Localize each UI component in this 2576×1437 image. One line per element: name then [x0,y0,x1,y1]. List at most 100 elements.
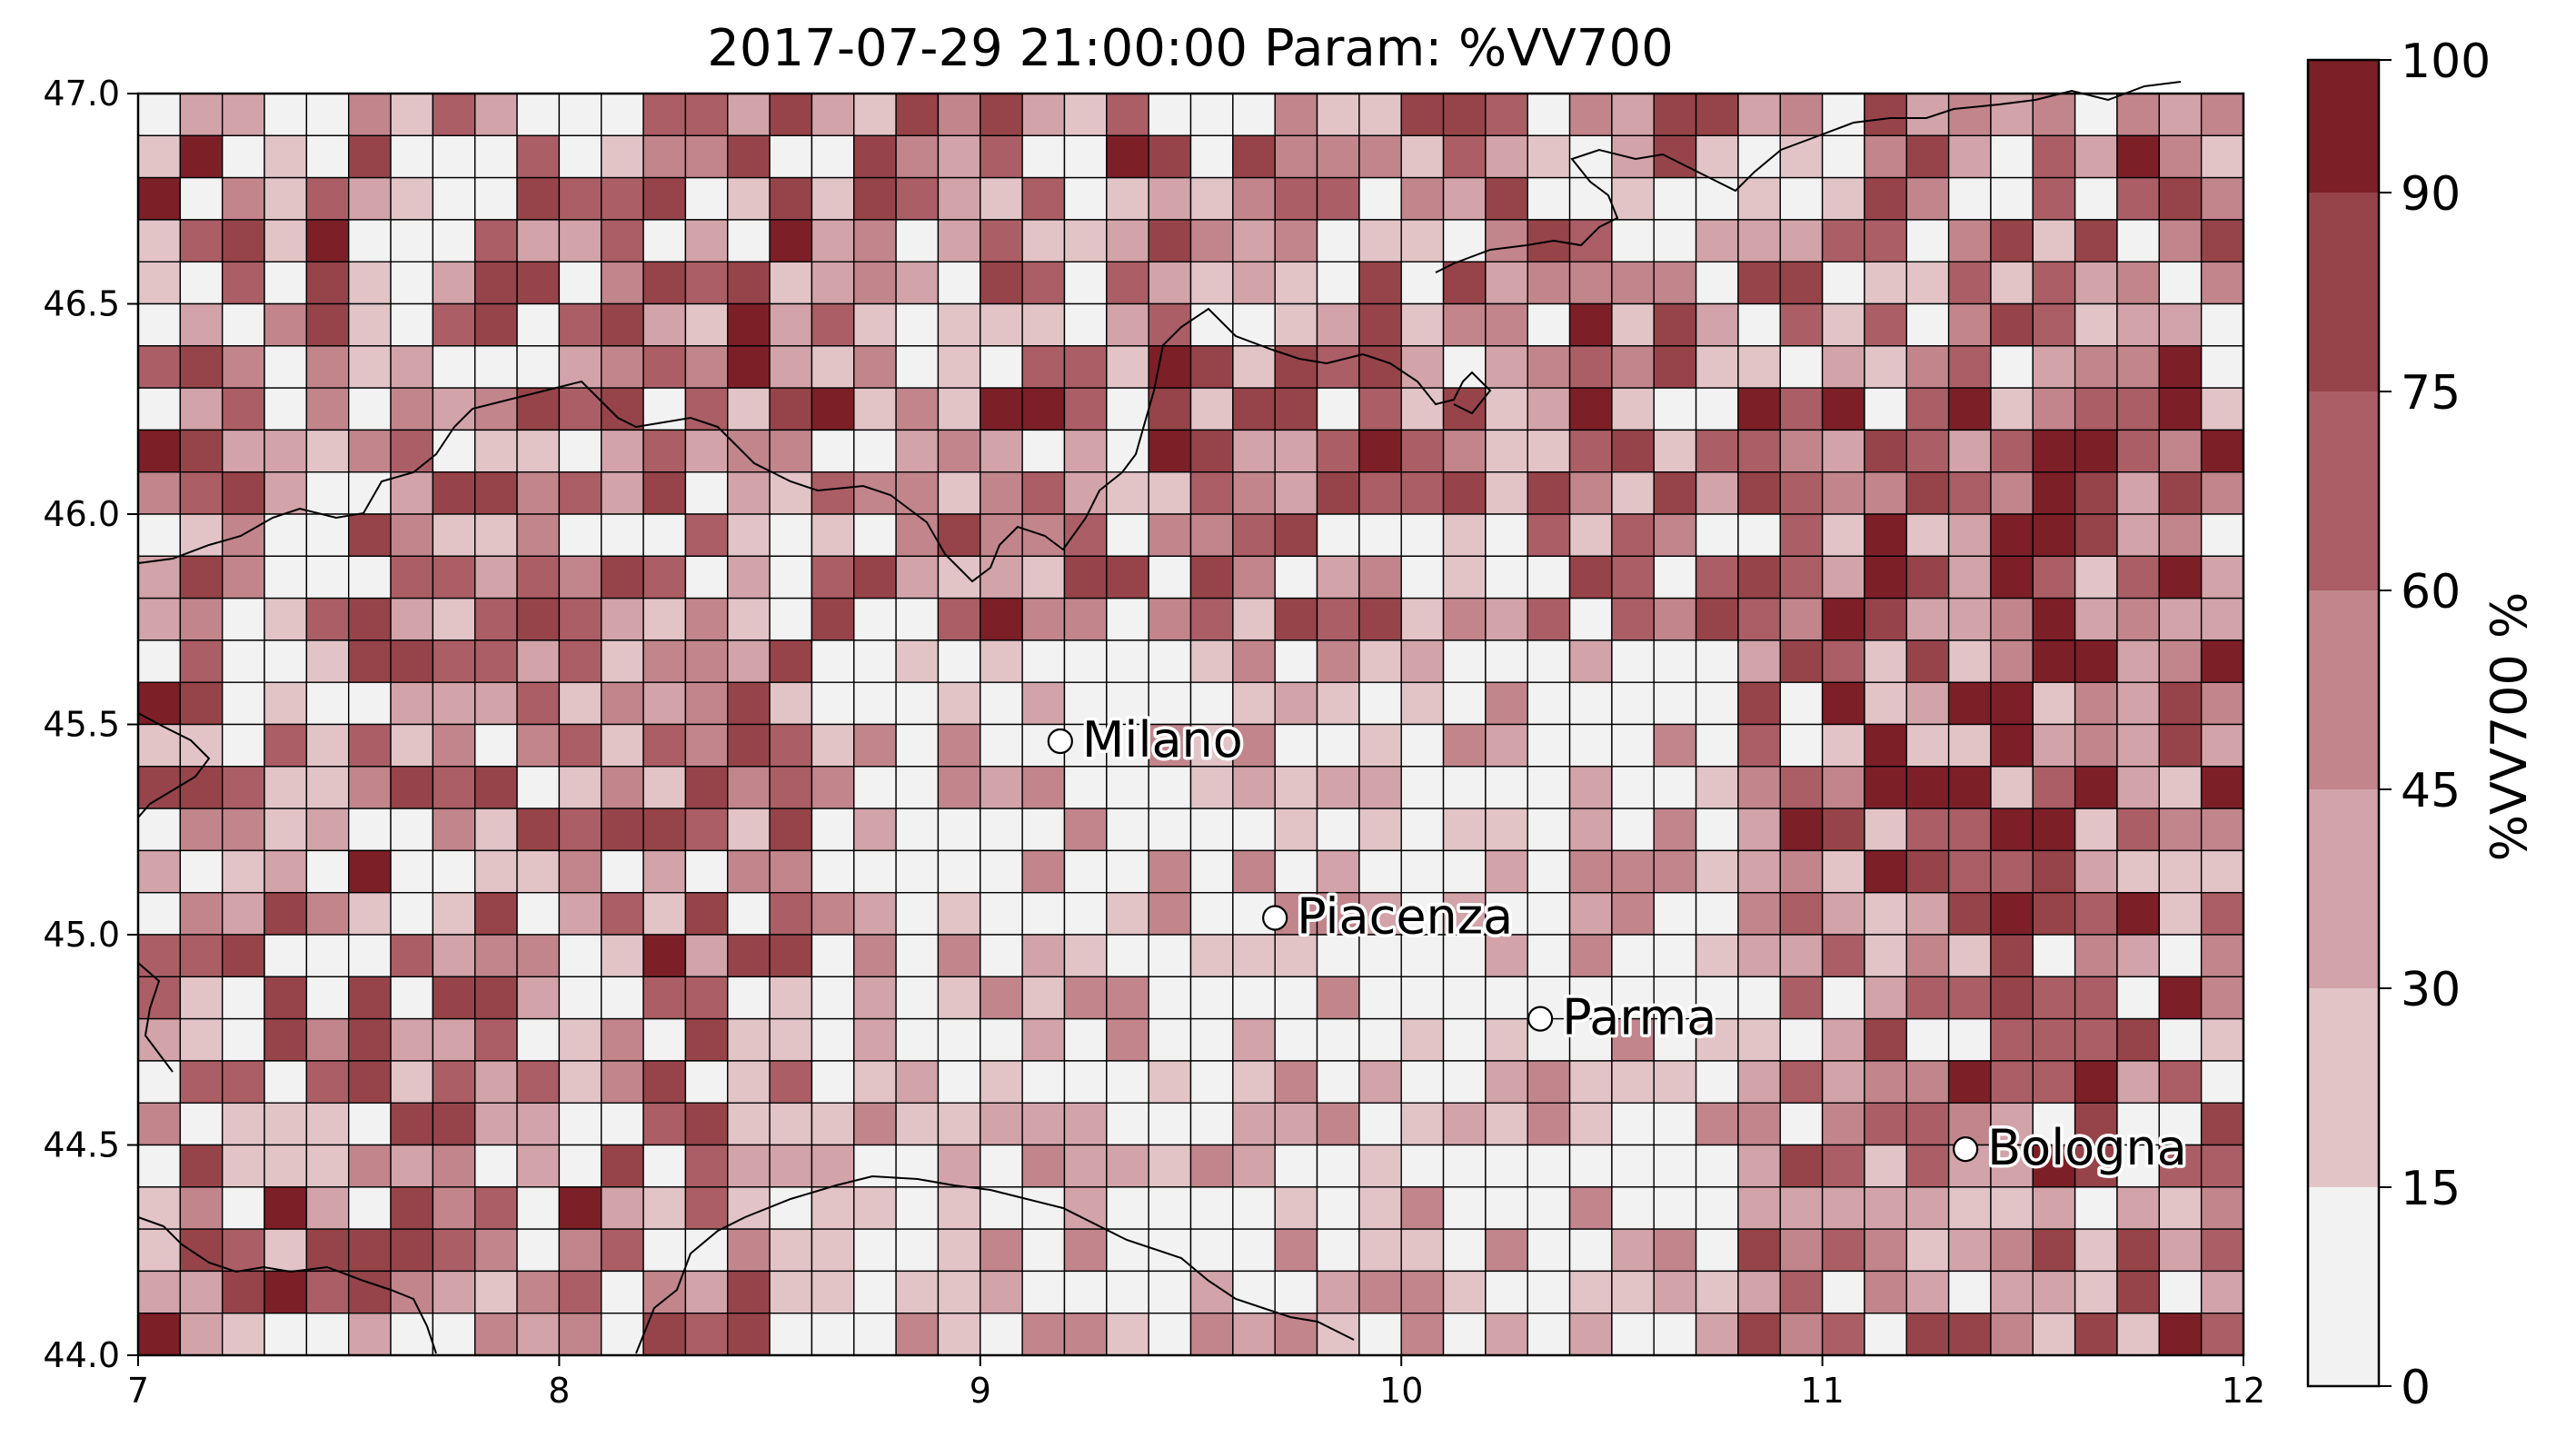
grid-cell [727,934,771,977]
grid-cell [432,345,476,389]
grid-cell [1274,934,1318,977]
grid-cell [432,176,476,221]
grid-cell [390,555,434,600]
grid-cell [1485,93,1528,136]
grid-cell [432,1312,476,1356]
grid-cell [221,934,265,977]
grid-cell [305,345,350,389]
grid-cell [642,1017,687,1062]
grid-cell [1947,345,1992,389]
grid-cell [1947,134,1992,179]
grid-cell [1947,766,1992,809]
colorbar-frame [2306,58,2381,1388]
grid-cell [1653,1060,1697,1104]
grid-cell [179,808,224,852]
grid-cell [769,1228,813,1273]
grid-cell [1106,1060,1149,1104]
grid-cell [1864,176,1907,221]
grid-cell [1358,766,1402,809]
grid-cell [1316,976,1360,1020]
colorbar-segment [2308,789,2379,988]
grid-cell [2200,345,2244,389]
grid-cell [1442,1144,1487,1188]
grid-cell [474,176,518,221]
grid-cell [1695,471,1739,515]
grid-cell [1358,1270,1402,1314]
grid-cell [1779,639,1824,683]
grid-cell [1316,1144,1360,1188]
grid-cell [2032,429,2076,473]
grid-cell [2200,892,2244,936]
grid-cell [1021,934,1066,977]
grid-cell [980,513,1023,557]
grid-cell [642,513,687,557]
grid-cell [221,639,265,683]
grid-cell [1485,849,1528,894]
grid-cell [1485,766,1528,809]
grid-cell [2074,1270,2118,1314]
grid-cell [305,302,350,347]
grid-cell [2032,681,2076,726]
grid-cell [1653,387,1697,431]
grid-cell [1990,597,2034,641]
grid-cell [1063,345,1108,389]
grid-cell [558,1228,602,1273]
grid-cell [1653,849,1697,894]
grid-cell [558,639,602,683]
grid-cell [1442,471,1487,515]
grid-cell [2116,1312,2161,1356]
grid-cell [1821,597,1865,641]
grid-cell [1737,1186,1781,1230]
grid-cell [980,766,1023,809]
grid-cell [2158,93,2203,136]
grid-cell [937,1312,981,1356]
grid-cell [558,176,602,221]
grid-cell [1442,134,1487,179]
grid-cell [432,934,476,977]
grid-cell [558,1060,602,1104]
grid-cell [1947,639,1992,683]
grid-cell [1947,429,1992,473]
grid-cell [1485,808,1528,852]
grid-cell [684,597,729,641]
grid-cell [1611,302,1655,347]
grid-cell [601,1017,644,1062]
grid-cell [1148,976,1192,1020]
grid-cell [937,387,981,431]
grid-cell [2032,892,2076,936]
grid-cell [642,345,687,389]
grid-cell [1737,849,1781,894]
grid-cell [727,639,771,683]
grid-cell [727,345,771,389]
grid-cell [348,471,392,515]
grid-cell [1400,1102,1445,1146]
grid-cell [642,808,687,852]
grid-cell [2074,345,2118,389]
grid-cell [264,808,308,852]
grid-cell [1864,1060,1907,1104]
grid-cell [895,1060,940,1104]
grid-cell [2116,1017,2161,1062]
grid-cell [811,1270,855,1314]
grid-cell [853,976,897,1020]
grid-cell [1232,597,1276,641]
grid-cell [727,1144,771,1188]
grid-cell [179,1017,224,1062]
grid-cell [390,471,434,515]
grid-cell [980,1060,1023,1104]
grid-cell [1568,1102,1613,1146]
grid-cell [1232,1186,1276,1230]
grid-cell [474,1270,518,1314]
grid-cell [601,219,644,263]
grid-cell [516,681,561,726]
grid-cell [305,639,350,683]
grid-cell [937,934,981,977]
grid-cell [642,387,687,431]
grid-cell [684,639,729,683]
grid-cell [1611,1102,1655,1146]
grid-cell [137,597,182,641]
grid-cell [937,597,981,641]
grid-cell [264,219,308,263]
grid-cell [1232,176,1276,221]
grid-cell [1653,176,1697,221]
